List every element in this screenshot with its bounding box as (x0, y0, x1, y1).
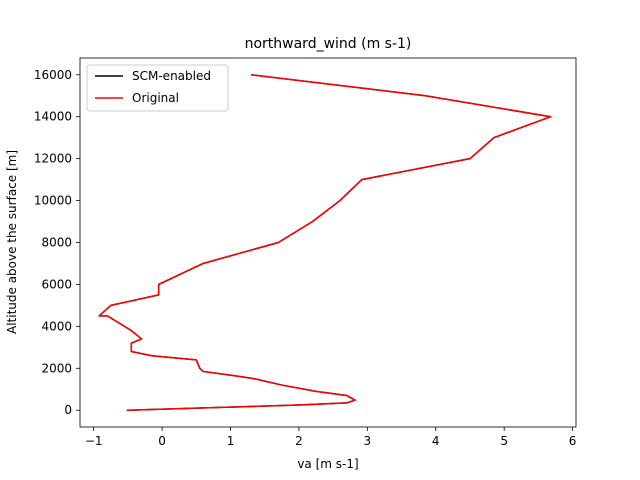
x-axis: −1 0 1 2 3 4 5 6 (85, 427, 577, 448)
y-tick-label: 10000 (34, 194, 72, 208)
chart-title: northward_wind (m s-1) (245, 36, 412, 52)
y-tick-label: 0 (64, 403, 72, 417)
legend-label-scm-enabled: SCM-enabled (132, 69, 211, 83)
y-tick-label: 8000 (41, 236, 72, 250)
x-tick-label: 3 (364, 434, 372, 448)
series-line-scm-enabled (98, 74, 552, 411)
x-tick-label: 4 (432, 434, 440, 448)
x-tick-label: 0 (158, 434, 166, 448)
series-line-original (98, 74, 552, 411)
y-axis: 0 2000 4000 6000 8000 10000 12000 14000 16000 (34, 68, 80, 417)
y-tick-label: 12000 (34, 152, 72, 166)
plot-frame (79, 57, 577, 428)
x-tick-label: 2 (295, 434, 303, 448)
x-tick-label: 1 (227, 434, 235, 448)
legend-label-original: Original (132, 91, 179, 105)
y-tick-label: 6000 (41, 277, 72, 291)
y-tick-label: 16000 (34, 68, 72, 82)
y-tick-label: 4000 (41, 319, 72, 333)
legend: SCM-enabled Original (86, 64, 229, 112)
y-tick-label: 2000 (41, 361, 72, 375)
x-tick-label: −1 (85, 434, 103, 448)
x-tick-label: 6 (569, 434, 577, 448)
x-axis-label: va [m s-1] (297, 457, 358, 471)
series-layer (98, 74, 552, 411)
y-axis-label: Altitude above the surface [m] (5, 150, 19, 334)
x-tick-label: 5 (500, 434, 508, 448)
y-tick-label: 14000 (34, 110, 72, 124)
